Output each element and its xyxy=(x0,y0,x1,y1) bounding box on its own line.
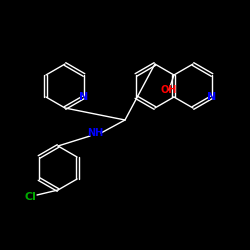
Text: Cl: Cl xyxy=(24,192,36,202)
Text: NH: NH xyxy=(87,128,103,138)
Text: N: N xyxy=(208,92,217,102)
Text: N: N xyxy=(80,92,89,102)
Text: OH: OH xyxy=(161,85,177,95)
